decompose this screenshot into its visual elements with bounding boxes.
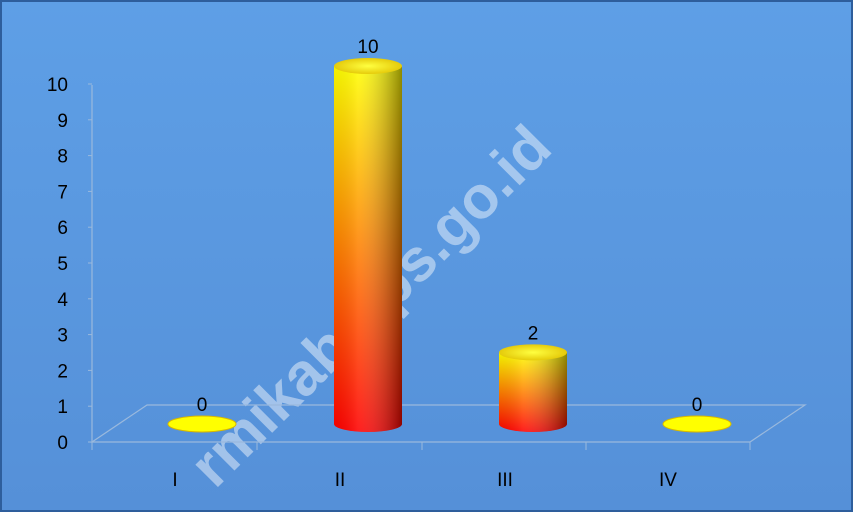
data-label: 0: [692, 395, 703, 416]
y-axis-ticks: 0 1 2 3 4 5 6 7 8 9 10: [47, 75, 92, 454]
bar-flat-disc: [662, 415, 732, 433]
y-tick-label: 10: [47, 75, 68, 96]
bar: [499, 344, 567, 432]
y-tick-label: 6: [57, 218, 68, 239]
x-tick-label: II: [335, 470, 346, 491]
x-tick-label: III: [497, 470, 513, 491]
x-tick-label: I: [172, 470, 177, 491]
bar-flat-disc: [167, 415, 237, 433]
bar: [167, 415, 237, 433]
y-tick-label: 7: [57, 182, 68, 203]
y-tick-label: 1: [57, 397, 68, 418]
x-axis-ticks: I II III IV: [91, 442, 751, 491]
x-tick-label: IV: [659, 470, 677, 491]
y-tick-label: 3: [57, 326, 68, 347]
y-tick-label: 8: [57, 147, 68, 168]
bar-shading: [499, 352, 567, 432]
bar: [662, 415, 732, 433]
y-tick-label: 5: [57, 254, 68, 275]
bar: [334, 58, 402, 432]
bar-top-cap: [499, 344, 567, 361]
data-label: 2: [528, 323, 539, 344]
y-tick-label: 4: [57, 290, 68, 311]
data-label: 10: [357, 37, 378, 58]
bar-shading: [334, 66, 402, 432]
plot-floor: [90, 404, 807, 443]
bars: [167, 58, 732, 433]
y-tick-label: 2: [57, 361, 68, 382]
bar-top-cap: [334, 58, 402, 74]
data-label: 0: [197, 395, 208, 416]
y-tick-label: 0: [57, 433, 68, 454]
y-tick-label: 9: [57, 111, 68, 132]
